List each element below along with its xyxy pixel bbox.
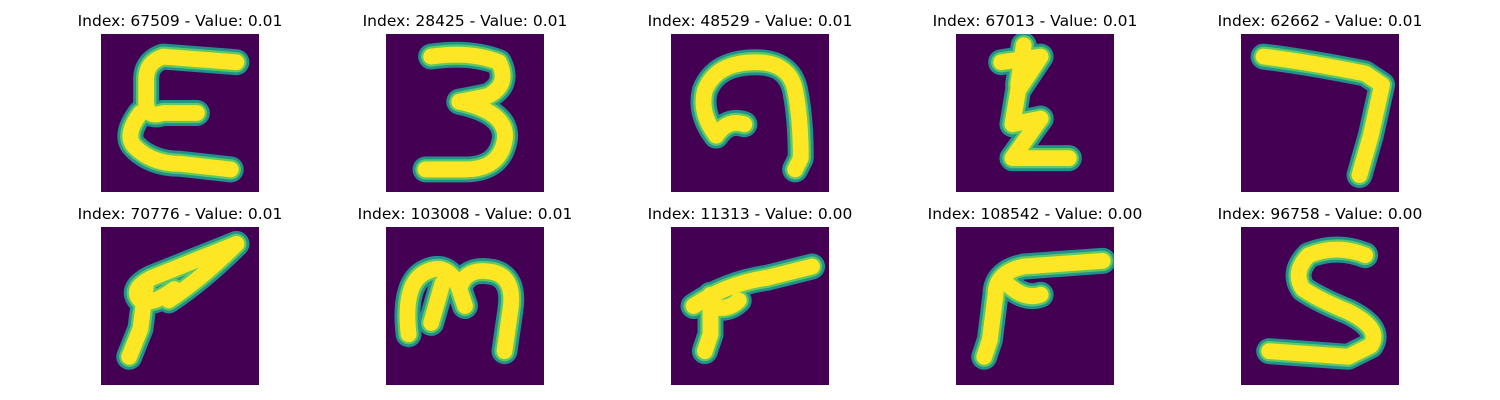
digit-image-canvas bbox=[101, 34, 259, 192]
digit-image bbox=[956, 227, 1114, 385]
digit-image bbox=[101, 34, 259, 192]
digit-image bbox=[956, 34, 1114, 192]
stroke-core bbox=[399, 261, 473, 343]
stroke-core bbox=[685, 258, 820, 314]
stroke-core bbox=[138, 48, 245, 123]
digit-image-canvas bbox=[956, 227, 1114, 385]
stroke-core bbox=[1010, 37, 1032, 93]
stroke-core bbox=[417, 93, 513, 178]
stroke-core bbox=[708, 115, 753, 144]
stroke-core bbox=[1255, 48, 1390, 183]
subplot-title: Index: 48529 - Value: 0.01 bbox=[647, 12, 853, 30]
digit-image-canvas bbox=[671, 227, 829, 385]
stroke-core bbox=[451, 263, 520, 360]
stroke-core bbox=[423, 46, 511, 110]
subplot-title: Index: 62662 - Value: 0.01 bbox=[1217, 12, 1423, 30]
stroke-core bbox=[702, 292, 747, 316]
digit-image bbox=[101, 227, 259, 385]
digit-image bbox=[1241, 227, 1399, 385]
digit-image-canvas bbox=[671, 34, 829, 192]
digit-image bbox=[671, 34, 829, 192]
subplot-title: Index: 70776 - Value: 0.01 bbox=[77, 205, 283, 223]
subplot-title: Index: 28425 - Value: 0.01 bbox=[362, 12, 568, 30]
stroke-core bbox=[998, 275, 1049, 304]
digit-image-canvas bbox=[386, 34, 544, 192]
digit-image-canvas bbox=[1241, 34, 1399, 192]
stroke-core bbox=[695, 54, 809, 178]
subplot-title: Index: 67013 - Value: 0.01 bbox=[932, 12, 1138, 30]
digit-image-canvas bbox=[386, 227, 544, 385]
subplot-title: Index: 108542 - Value: 0.00 bbox=[927, 205, 1143, 223]
digit-image-canvas bbox=[1241, 227, 1399, 385]
digit-image bbox=[386, 34, 544, 192]
subplot-title: Index: 103008 - Value: 0.01 bbox=[357, 205, 573, 223]
digit-image bbox=[1241, 34, 1399, 192]
stroke-core bbox=[121, 275, 155, 365]
stroke-core bbox=[1261, 241, 1382, 365]
subplot-title: Index: 67509 - Value: 0.01 bbox=[77, 12, 283, 30]
subplot-title: Index: 11313 - Value: 0.00 bbox=[647, 205, 853, 223]
subplot-title: Index: 96758 - Value: 0.00 bbox=[1217, 205, 1423, 223]
stroke-core bbox=[1004, 110, 1077, 167]
digit-image-canvas bbox=[101, 227, 259, 385]
digit-image-canvas bbox=[956, 34, 1114, 192]
stroke-core bbox=[423, 275, 451, 331]
digit-image bbox=[386, 227, 544, 385]
stroke-core bbox=[122, 105, 239, 178]
stroke-core bbox=[160, 236, 245, 309]
digit-image bbox=[671, 227, 829, 385]
